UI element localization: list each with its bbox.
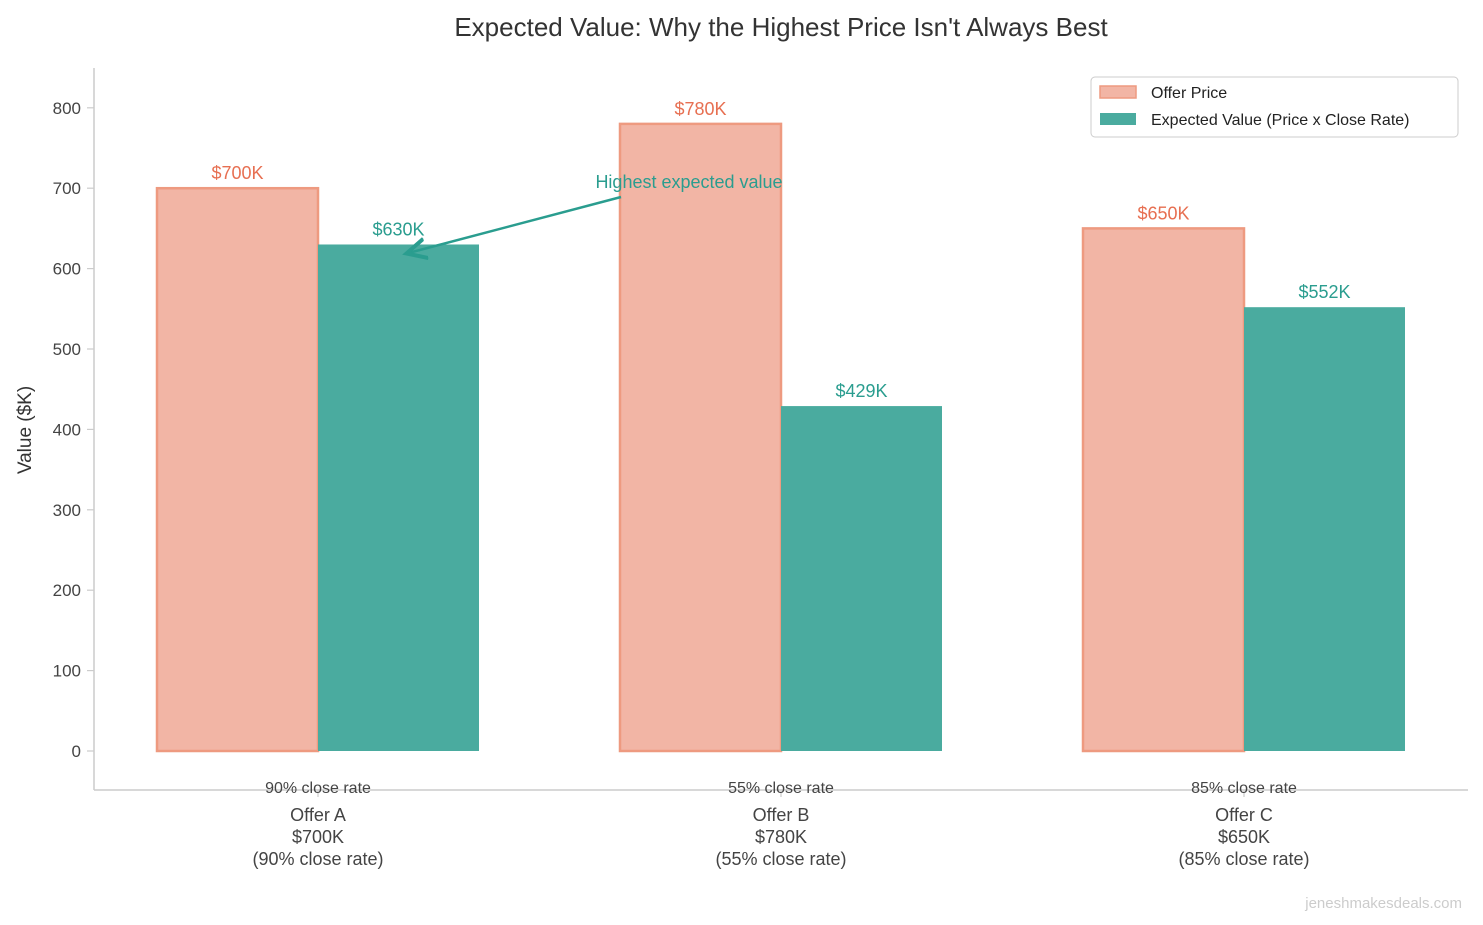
- y-tick-label: 500: [53, 340, 81, 359]
- legend-frame: [1090, 76, 1459, 138]
- x-tick-label: Offer C: [1215, 805, 1273, 825]
- close-rate-label: 55% close rate: [728, 780, 834, 797]
- legend-swatch-expected-value: [1100, 113, 1136, 125]
- watermark: jeneshmakesdeals.com: [1304, 895, 1462, 912]
- legend: Offer Price Expected Value (Price x Clos…: [1090, 76, 1459, 138]
- x-tick-label: (85% close rate): [1178, 849, 1309, 869]
- x-tick-label: Offer B: [753, 805, 810, 825]
- bar-data-label: $650K: [1137, 203, 1189, 223]
- chart-title: Expected Value: Why the Highest Price Is…: [454, 12, 1108, 42]
- offer-price-bar: [1081, 227, 1246, 753]
- bar-data-label: $429K: [835, 381, 887, 401]
- y-tick-label: 600: [53, 260, 81, 279]
- offer-price-bar: [155, 186, 320, 753]
- y-tick-label: 0: [72, 742, 81, 761]
- expected-value-bar: [318, 244, 479, 752]
- x-tick-label: (90% close rate): [252, 849, 383, 869]
- bar-data-label: $780K: [674, 99, 726, 119]
- expected-value-bar: [1244, 307, 1405, 751]
- y-tick-label: 200: [53, 581, 81, 600]
- y-tick-label: 800: [53, 99, 81, 118]
- close-rate-label: 85% close rate: [1191, 780, 1297, 797]
- y-tick-label: 300: [53, 501, 81, 520]
- y-tick-label: 400: [53, 420, 81, 439]
- close-rate-label: 90% close rate: [265, 780, 371, 797]
- legend-label-offer-price: Offer Price: [1151, 85, 1227, 102]
- x-tick-label: $780K: [755, 827, 807, 847]
- bar-data-label: $700K: [211, 163, 263, 183]
- expected-value-bar: [781, 406, 942, 751]
- legend-label-expected-value: Expected Value (Price x Close Rate): [1151, 112, 1409, 129]
- bar-data-label: $552K: [1298, 282, 1350, 302]
- annotation-arrow: [407, 195, 622, 253]
- x-tick-label: $700K: [292, 827, 344, 847]
- annotation-text: Highest expected value: [595, 172, 782, 192]
- y-axis-label: Value ($K): [15, 386, 36, 474]
- x-tick-label: $650K: [1218, 827, 1270, 847]
- legend-swatch-offer-price: [1099, 85, 1137, 99]
- y-tick-label: 700: [53, 179, 81, 198]
- offer-price-bar: [618, 122, 783, 753]
- x-tick-label: (55% close rate): [715, 849, 846, 869]
- y-tick-label: 100: [53, 662, 81, 681]
- x-tick-label: Offer A: [290, 805, 346, 825]
- bar-data-label: $630K: [372, 219, 424, 239]
